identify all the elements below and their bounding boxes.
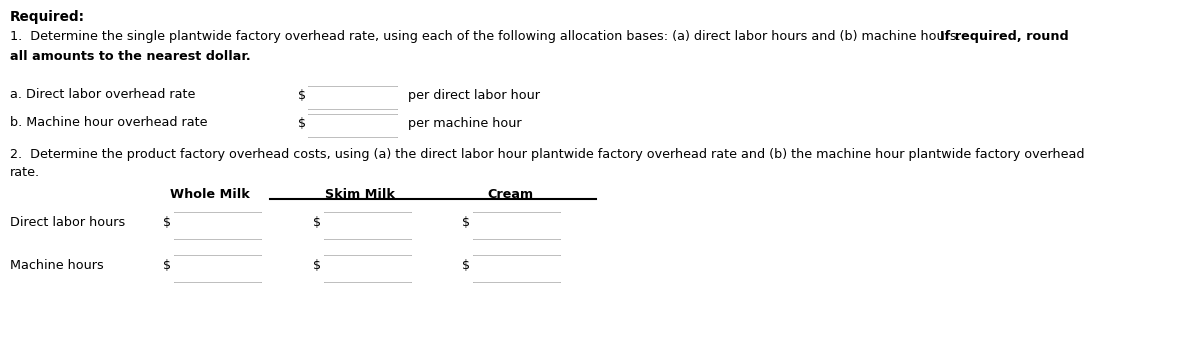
Text: Cream: Cream (487, 188, 533, 201)
Text: all amounts to the nearest dollar.: all amounts to the nearest dollar. (10, 50, 251, 63)
FancyBboxPatch shape (305, 86, 401, 110)
Text: If required, round: If required, round (940, 30, 1069, 43)
Text: Skim Milk: Skim Milk (325, 188, 395, 201)
FancyBboxPatch shape (470, 212, 564, 240)
FancyBboxPatch shape (172, 255, 265, 283)
Text: $: $ (313, 259, 320, 272)
Text: $: $ (462, 216, 470, 229)
FancyBboxPatch shape (305, 114, 401, 138)
Text: $: $ (163, 259, 172, 272)
Text: per direct labor hour: per direct labor hour (408, 89, 540, 102)
Text: per machine hour: per machine hour (408, 117, 522, 130)
Text: $: $ (462, 259, 470, 272)
Text: $: $ (313, 216, 320, 229)
FancyBboxPatch shape (322, 255, 415, 283)
Text: 1.  Determine the single plantwide factory overhead rate, using each of the foll: 1. Determine the single plantwide factor… (10, 30, 965, 43)
Text: a. Direct labor overhead rate: a. Direct labor overhead rate (10, 88, 196, 101)
Text: Required:: Required: (10, 10, 85, 24)
Text: $: $ (298, 117, 306, 130)
Text: b. Machine hour overhead rate: b. Machine hour overhead rate (10, 116, 208, 129)
Text: 2.  Determine the product factory overhead costs, using (a) the direct labor hou: 2. Determine the product factory overhea… (10, 148, 1085, 161)
Text: Direct labor hours: Direct labor hours (10, 216, 125, 229)
FancyBboxPatch shape (322, 212, 415, 240)
Text: Whole Milk: Whole Milk (170, 188, 250, 201)
FancyBboxPatch shape (172, 212, 265, 240)
Text: rate.: rate. (10, 166, 40, 179)
Text: $: $ (163, 216, 172, 229)
Text: Machine hours: Machine hours (10, 259, 103, 272)
FancyBboxPatch shape (470, 255, 564, 283)
Text: $: $ (298, 89, 306, 102)
